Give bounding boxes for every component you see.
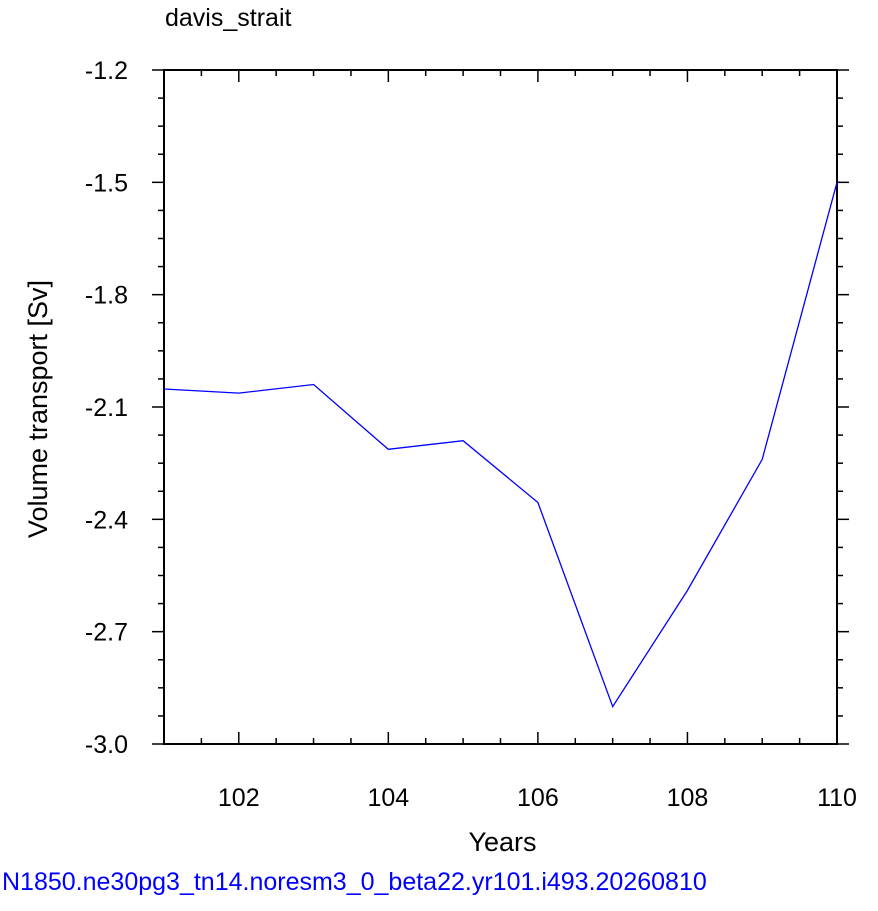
x-tick-label: 104 xyxy=(367,784,409,812)
plot-frame xyxy=(163,69,838,745)
chart-title: davis_strait xyxy=(165,4,292,32)
x-tick-label: 108 xyxy=(667,784,709,812)
y-tick-label: -3.0 xyxy=(85,731,128,759)
x-tick-label: 110 xyxy=(817,784,857,812)
case-name-footer: N1850.ne30pg3_tn14.noresm3_0_beta22.yr10… xyxy=(2,868,707,896)
x-tick-label: 102 xyxy=(218,784,260,812)
y-tick-label: -2.4 xyxy=(85,506,128,534)
y-tick-label: -2.7 xyxy=(85,619,128,647)
y-axis-label: Volume transport [Sv] xyxy=(23,280,53,538)
series-line xyxy=(163,182,838,709)
y-tick-label: -1.2 xyxy=(85,57,128,85)
x-tick-label: 106 xyxy=(517,784,559,812)
y-tick-label: -1.8 xyxy=(85,282,128,310)
y-tick-label: -1.5 xyxy=(85,169,128,197)
y-tick-label: -2.1 xyxy=(85,394,128,422)
x-axis-label: Years xyxy=(468,827,536,857)
